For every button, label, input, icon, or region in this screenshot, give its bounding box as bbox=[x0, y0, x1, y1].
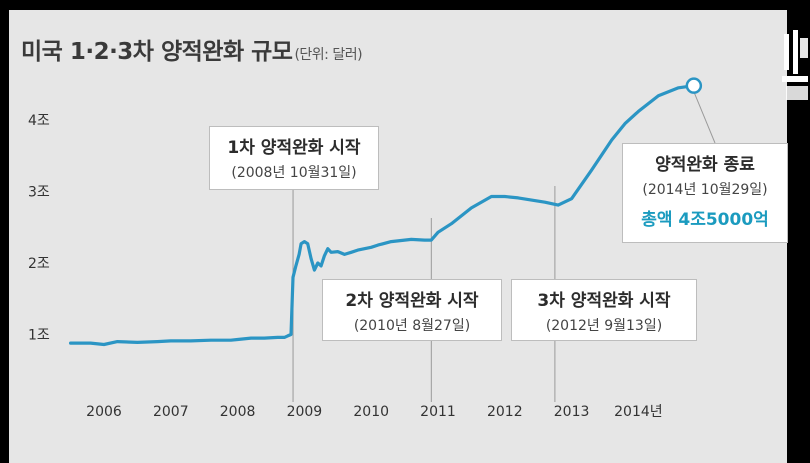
series-line bbox=[69, 84, 696, 347]
chart-title-text: 미국 1·2·3차 양적완화 규모 bbox=[21, 39, 293, 65]
event-line-end bbox=[693, 91, 716, 144]
y-tick-label: 4조 bbox=[28, 113, 50, 129]
annotation-qe2: 2차 양적완화 시작 (2010년 8월27일) bbox=[322, 279, 502, 341]
annotation-qe3-date: (2012년 9월13일) bbox=[545, 318, 663, 334]
x-tick-label: 2009 bbox=[287, 404, 323, 420]
annotation-qe1: 1차 양적완화 시작 (2008년 10월31일) bbox=[209, 126, 379, 190]
annotation-qe1-title: 1차 양적완화 시작 bbox=[227, 138, 361, 158]
x-tick-label: 2013 bbox=[554, 404, 590, 420]
annotation-qe3-title: 3차 양적완화 시작 bbox=[537, 291, 671, 311]
x-tick-label: 2010 bbox=[353, 404, 389, 420]
annotation-qe3: 3차 양적완화 시작 (2012년 9월13일) bbox=[511, 279, 697, 341]
annotation-qe-end: 양적완화 종료 (2014년 10월29일) 총액 4조5000억 bbox=[622, 143, 788, 243]
annotation-qe-end-title: 양적완화 종료 bbox=[655, 155, 755, 175]
annotation-qe1-date: (2008년 10월31일) bbox=[231, 165, 357, 181]
x-tick-label: 2014년 bbox=[614, 404, 663, 420]
x-tick-label: 2007 bbox=[153, 404, 189, 420]
y-tick-label: 3조 bbox=[28, 185, 50, 201]
annotation-qe-end-date: (2014년 10월29일) bbox=[642, 182, 768, 198]
x-tick-label: 2011 bbox=[420, 404, 456, 420]
annotation-qe2-title: 2차 양적완화 시작 bbox=[345, 291, 479, 311]
end-point-marker bbox=[685, 77, 703, 94]
annotation-qe-end-total: 총액 4조5000억 bbox=[641, 210, 769, 230]
y-tick-label: 2조 bbox=[28, 256, 50, 272]
annotation-qe2-date: (2010년 8월27일) bbox=[353, 318, 471, 334]
chart-unit: (단위: 달러) bbox=[294, 47, 363, 63]
y-tick-label: 1조 bbox=[28, 328, 50, 344]
chart-title: 미국 1·2·3차 양적완화 규모 (단위: 달러) bbox=[21, 32, 363, 66]
x-tick-label: 2012 bbox=[487, 404, 523, 420]
x-tick-label: 2008 bbox=[220, 404, 256, 420]
channel-logo-icon bbox=[782, 30, 808, 100]
x-tick-label: 2006 bbox=[86, 404, 122, 420]
